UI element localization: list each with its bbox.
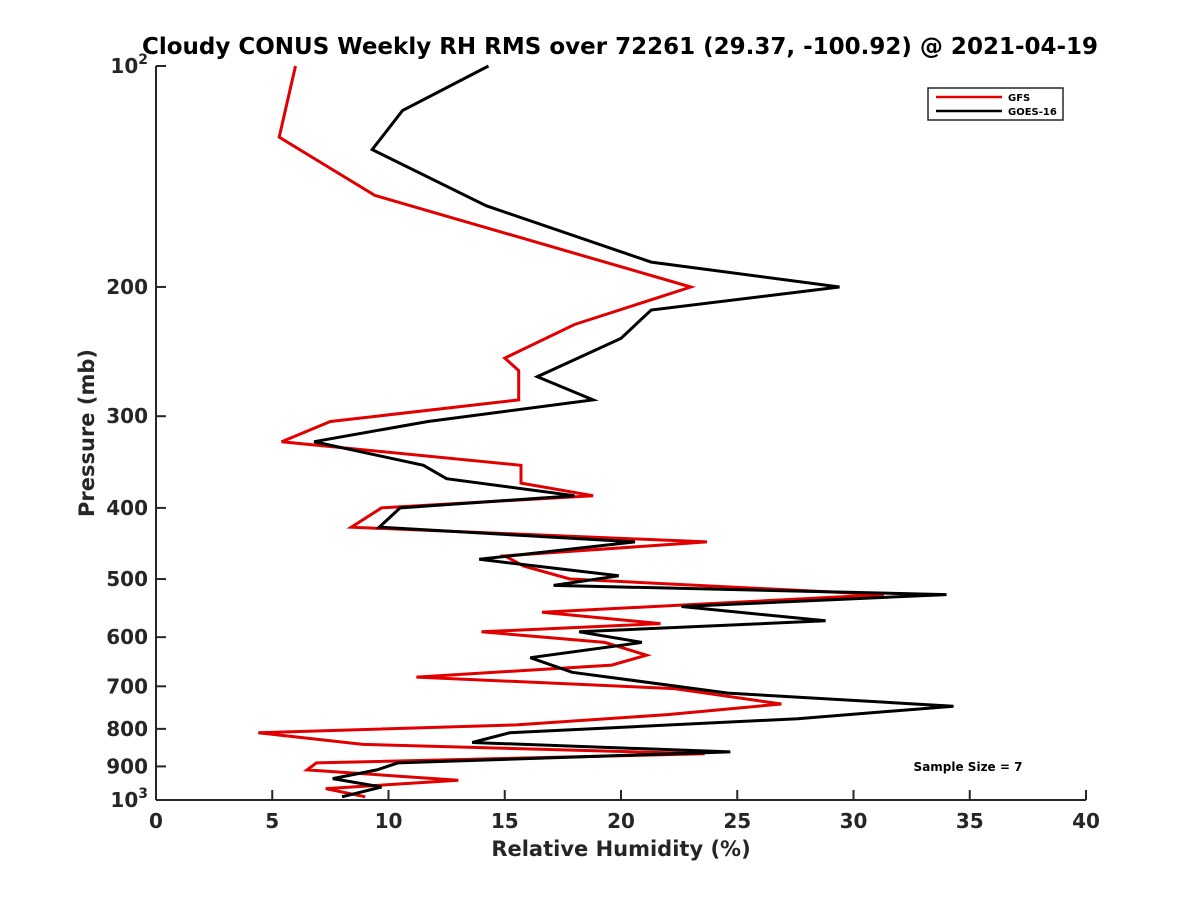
legend-box (927, 87, 1064, 121)
y-tick-label: 800 (106, 717, 148, 741)
x-axis-title: Relative Humidity (%) (491, 837, 750, 861)
legend: GFS GOES-16 (927, 87, 1064, 121)
sample-size-annotation: Sample Size = 7 (914, 760, 1023, 774)
y-tick-label: 900 (106, 754, 148, 778)
y-tick-label: 200 (106, 275, 148, 299)
x-tick-label: 25 (723, 809, 751, 833)
x-tick-label: 0 (149, 809, 163, 833)
y-tick-label: 300 (106, 404, 148, 428)
y-axis-title: Pressure (mb) (75, 349, 99, 517)
x-tick-label: 20 (607, 809, 635, 833)
x-tick-label: 15 (491, 809, 519, 833)
x-tick-label: 5 (265, 809, 279, 833)
y-axis-ticks: 102 200 300 400 500 600 700 800 900 103 (106, 52, 166, 812)
series-line-goes16 (313, 64, 954, 799)
x-tick-label: 10 (375, 809, 403, 833)
x-axis-ticks: 0 5 10 15 20 25 30 35 40 (149, 790, 1100, 833)
x-tick-label: 30 (840, 809, 868, 833)
y-tick-label: 103 (110, 786, 148, 812)
y-tick-label: 400 (106, 496, 148, 520)
legend-label-gfs: GFS (1008, 93, 1030, 104)
x-tick-label: 35 (956, 809, 984, 833)
y-tick-label: 600 (106, 625, 148, 649)
y-tick-label: 500 (106, 567, 148, 591)
y-tick-label: 102 (110, 52, 148, 78)
chart-title: Cloudy CONUS Weekly RH RMS over 72261 (2… (142, 34, 1098, 60)
series-layer (258, 64, 954, 799)
x-tick-label: 40 (1072, 809, 1100, 833)
legend-label-goes16: GOES-16 (1008, 107, 1057, 118)
y-tick-label: 700 (106, 674, 148, 698)
